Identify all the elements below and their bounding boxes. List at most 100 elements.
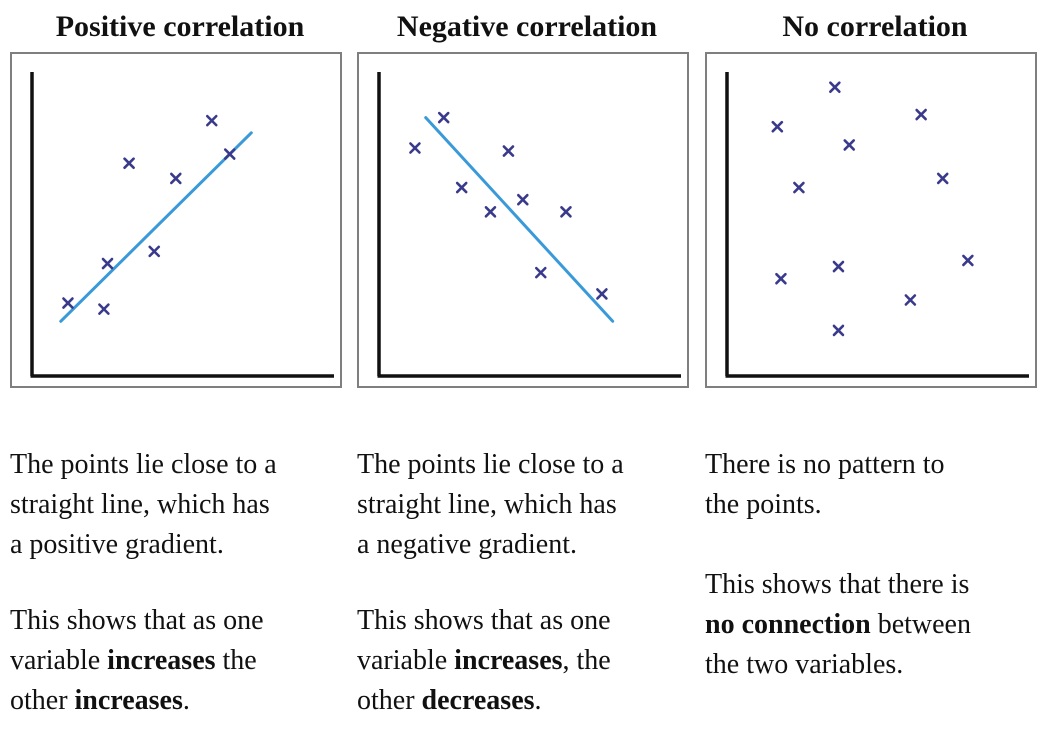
data-point <box>596 288 608 300</box>
desc-line: This shows that as one <box>357 605 611 636</box>
desc-line: the points. <box>705 489 822 520</box>
data-point <box>517 193 529 206</box>
marker-stroke <box>437 111 450 124</box>
marker-stroke <box>832 324 845 337</box>
desc-bold: no connection <box>705 609 871 640</box>
data-point <box>101 257 114 270</box>
desc-line: a negative gradient. <box>357 529 578 560</box>
desc-line: The points lie close to a <box>357 449 624 480</box>
desc-line: This shows that there is <box>705 569 970 600</box>
trend-line <box>59 131 253 323</box>
marker-stroke <box>775 272 787 285</box>
desc-text: variable <box>10 645 108 676</box>
marker-stroke <box>843 139 856 151</box>
description-paragraph-2: This shows that there is no connection b… <box>705 565 1050 685</box>
data-point <box>904 294 917 306</box>
data-point <box>123 157 135 169</box>
marker-stroke <box>936 172 949 185</box>
data-point <box>455 181 468 194</box>
description-paragraph-1: The points lie close to a straight line,… <box>357 445 702 565</box>
trend-line <box>424 116 615 323</box>
data-point <box>843 139 856 151</box>
marker-stroke <box>205 114 218 127</box>
desc-text: between <box>870 609 971 640</box>
marker-stroke <box>484 206 497 218</box>
data-point <box>170 172 182 185</box>
scatter-plot <box>377 72 681 378</box>
data-point <box>534 266 547 279</box>
desc-text: , the <box>562 645 611 676</box>
marker-stroke <box>455 181 468 194</box>
desc-line: There is no pattern to <box>705 449 945 480</box>
description-paragraph-1: There is no pattern to the points. <box>705 445 1050 525</box>
chart-title: No correlation <box>782 10 968 43</box>
desc-text: . <box>182 685 190 716</box>
data-point <box>775 272 787 285</box>
desc-text: variable <box>357 645 455 676</box>
desc-bold: increases <box>74 685 183 716</box>
description: The points lie close to a straight line,… <box>10 445 355 721</box>
scatter-plot-panel <box>705 52 1037 388</box>
marker-stroke <box>904 294 917 306</box>
description-paragraph-1: The points lie close to a straight line,… <box>10 445 355 565</box>
data-point <box>832 260 845 273</box>
data-point <box>560 206 572 218</box>
marker-stroke <box>170 172 182 185</box>
scatter-plot <box>30 72 334 378</box>
data-point <box>98 303 110 315</box>
description-paragraph-2: This shows that as one variable increase… <box>357 601 702 721</box>
marker-stroke <box>517 193 529 206</box>
desc-line: This shows that as one <box>10 605 264 636</box>
positive-correlation-column: Positive correlation The points lie clos… <box>10 0 355 738</box>
desc-line: straight line, which has <box>357 489 617 520</box>
description: The points lie close to a straight line,… <box>357 445 702 721</box>
data-point <box>484 206 497 218</box>
marker-stroke <box>771 120 784 133</box>
description: There is no pattern to the points. This … <box>705 445 1050 685</box>
data-point <box>223 148 236 160</box>
desc-bold: increases <box>107 645 216 676</box>
data-point <box>832 324 845 337</box>
data-point <box>962 254 974 267</box>
marker-stroke <box>832 260 845 273</box>
data-point <box>409 142 421 154</box>
desc-bold: decreases <box>421 685 535 716</box>
desc-text: other <box>357 685 422 716</box>
desc-text: . <box>534 685 542 716</box>
marker-stroke <box>560 206 572 218</box>
data-point <box>915 108 927 121</box>
marker-stroke <box>98 303 110 315</box>
marker-stroke <box>962 254 974 267</box>
data-point <box>502 145 515 157</box>
data-point <box>148 245 161 258</box>
marker-stroke <box>101 257 114 270</box>
data-point <box>829 81 841 94</box>
chart-title: Negative correlation <box>396 10 658 43</box>
desc-line: a positive gradient. <box>10 529 224 560</box>
desc-text: other <box>10 685 75 716</box>
marker-stroke <box>502 145 515 157</box>
marker-stroke <box>62 297 74 309</box>
negative-correlation-column: Negative correlation The points lie clos… <box>357 0 702 738</box>
scatter-plot-panel <box>10 52 342 388</box>
data-point <box>205 114 218 127</box>
marker-stroke <box>409 142 421 154</box>
marker-stroke <box>596 288 608 300</box>
marker-stroke <box>534 266 547 279</box>
chart-title: Positive correlation <box>55 10 305 43</box>
description-paragraph-2: This shows that as one variable increase… <box>10 601 355 721</box>
desc-bold: increases <box>454 645 563 676</box>
marker-stroke <box>123 157 135 169</box>
scatter-plot-panel <box>357 52 689 388</box>
desc-line: straight line, which has <box>10 489 270 520</box>
scatter-plot <box>725 72 1029 378</box>
data-point <box>936 172 949 185</box>
desc-line: the two variables. <box>705 649 904 680</box>
marker-stroke <box>915 108 927 121</box>
marker-stroke <box>829 81 841 94</box>
desc-text: the <box>215 645 257 676</box>
data-point <box>62 297 74 309</box>
marker-stroke <box>793 181 805 194</box>
data-point <box>771 120 784 133</box>
marker-stroke <box>148 245 161 258</box>
